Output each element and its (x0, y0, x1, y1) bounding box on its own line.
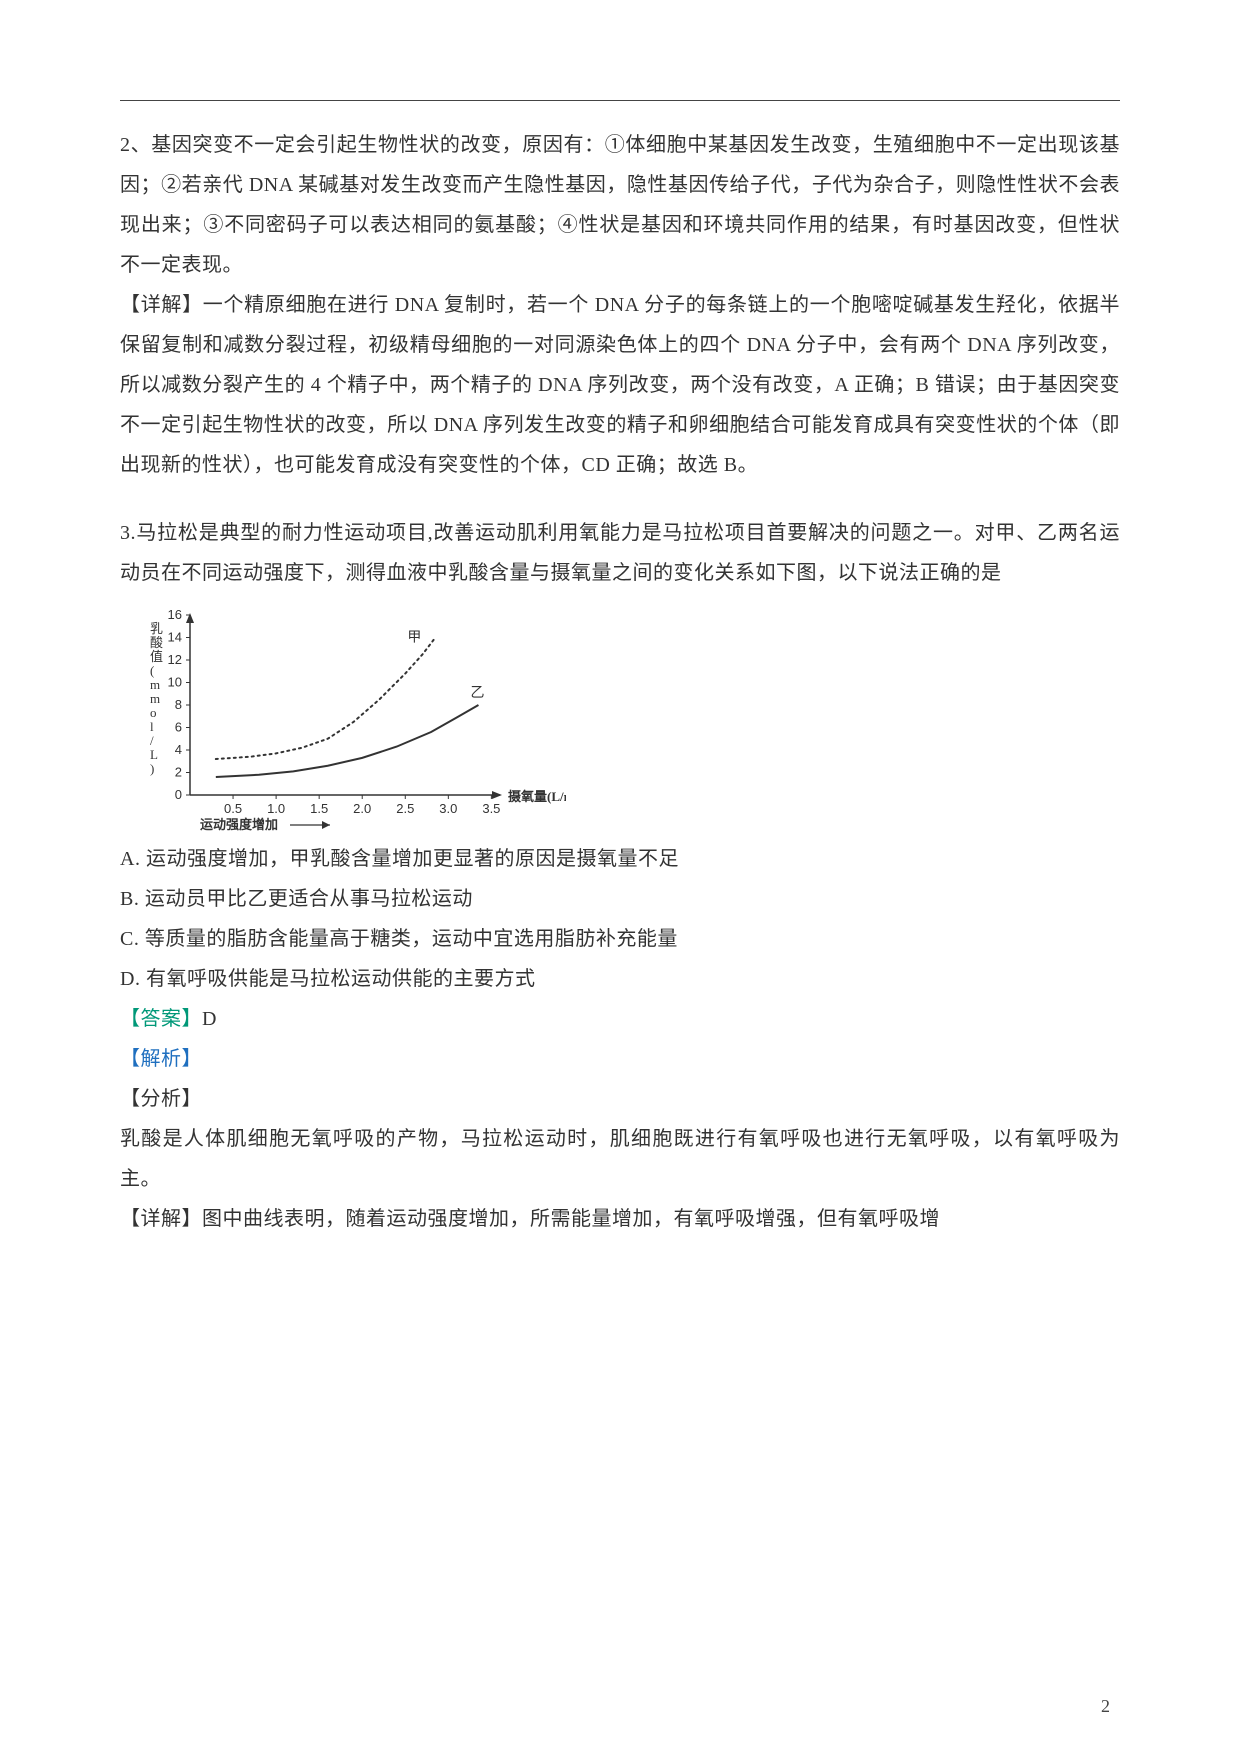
page-number: 2 (1101, 1696, 1110, 1717)
analysis-label: 【分析】 (120, 1079, 1120, 1119)
svg-text:乳: 乳 (150, 621, 163, 636)
chart-svg: 02468101214160.51.01.52.02.53.03.5乳酸值(mm… (136, 605, 566, 835)
svg-text:1.5: 1.5 (310, 801, 328, 816)
spacer (120, 485, 1120, 513)
svg-text:): ) (150, 761, 154, 776)
option-b: B. 运动员甲比乙更适合从事马拉松运动 (120, 879, 1120, 919)
svg-text:值: 值 (150, 649, 163, 664)
explanation-label: 【解析】 (120, 1039, 1120, 1079)
svg-text:2.5: 2.5 (396, 801, 414, 816)
svg-text:运动强度增加: 运动强度增加 (200, 817, 278, 832)
svg-text:l: l (150, 719, 154, 734)
svg-text:1.0: 1.0 (267, 801, 285, 816)
answer-label: 【答案】 (120, 1008, 202, 1030)
paragraph-detail-2: 【详解】图中曲线表明，随着运动强度增加，所需能量增加，有氧呼吸增强，但有氧呼吸增 (120, 1199, 1120, 1239)
svg-text:6: 6 (175, 720, 182, 735)
svg-text:0.5: 0.5 (224, 801, 242, 816)
svg-text:10: 10 (168, 675, 182, 690)
question-3-stem: 3.马拉松是典型的耐力性运动项目,改善运动肌利用氧能力是马拉松项目首要解决的问题… (120, 513, 1120, 593)
svg-text:16: 16 (168, 607, 182, 622)
svg-text:12: 12 (168, 652, 182, 667)
top-divider (120, 100, 1120, 101)
option-a: A. 运动强度增加，甲乳酸含量增加更显著的原因是摄氧量不足 (120, 839, 1120, 879)
paragraph-detail-1: 【详解】一个精原细胞在进行 DNA 复制时，若一个 DNA 分子的每条链上的一个… (120, 285, 1120, 485)
svg-text:m: m (150, 677, 160, 692)
svg-text:2.0: 2.0 (353, 801, 371, 816)
svg-text:14: 14 (168, 630, 182, 645)
answer-value: D (202, 1008, 217, 1030)
svg-text:0: 0 (175, 787, 182, 802)
svg-text:3.5: 3.5 (482, 801, 500, 816)
svg-text:甲: 甲 (407, 631, 421, 646)
paragraph-note-2: 2、基因突变不一定会引起生物性状的改变，原因有：①体细胞中某基因发生改变，生殖细… (120, 125, 1120, 285)
svg-text:乙: 乙 (470, 685, 484, 701)
svg-text:3.0: 3.0 (439, 801, 457, 816)
paragraph-analysis: 乳酸是人体肌细胞无氧呼吸的产物，马拉松运动时，肌细胞既进行有氧呼吸也进行无氧呼吸… (120, 1119, 1120, 1199)
svg-text:2: 2 (175, 765, 182, 780)
svg-text:m: m (150, 691, 160, 706)
answer-line: 【答案】D (120, 999, 1120, 1039)
svg-text:4: 4 (175, 742, 182, 757)
chart-lactate-vs-oxygen: 02468101214160.51.01.52.02.53.03.5乳酸值(mm… (136, 605, 1120, 835)
svg-text:L: L (150, 747, 158, 762)
svg-text:摄氧量(L/min): 摄氧量(L/min) (508, 789, 566, 804)
svg-text:(: ( (150, 663, 154, 678)
option-c: C. 等质量的脂肪含能量高于糖类，运动中宜选用脂肪补充能量 (120, 919, 1120, 959)
svg-text:/: / (150, 733, 154, 748)
document-page: 2、基因突变不一定会引起生物性状的改变，原因有：①体细胞中某基因发生改变，生殖细… (0, 0, 1240, 1753)
svg-text:酸: 酸 (150, 635, 163, 650)
svg-text:o: o (150, 705, 157, 720)
svg-text:8: 8 (175, 697, 182, 712)
option-d: D. 有氧呼吸供能是马拉松运动供能的主要方式 (120, 959, 1120, 999)
